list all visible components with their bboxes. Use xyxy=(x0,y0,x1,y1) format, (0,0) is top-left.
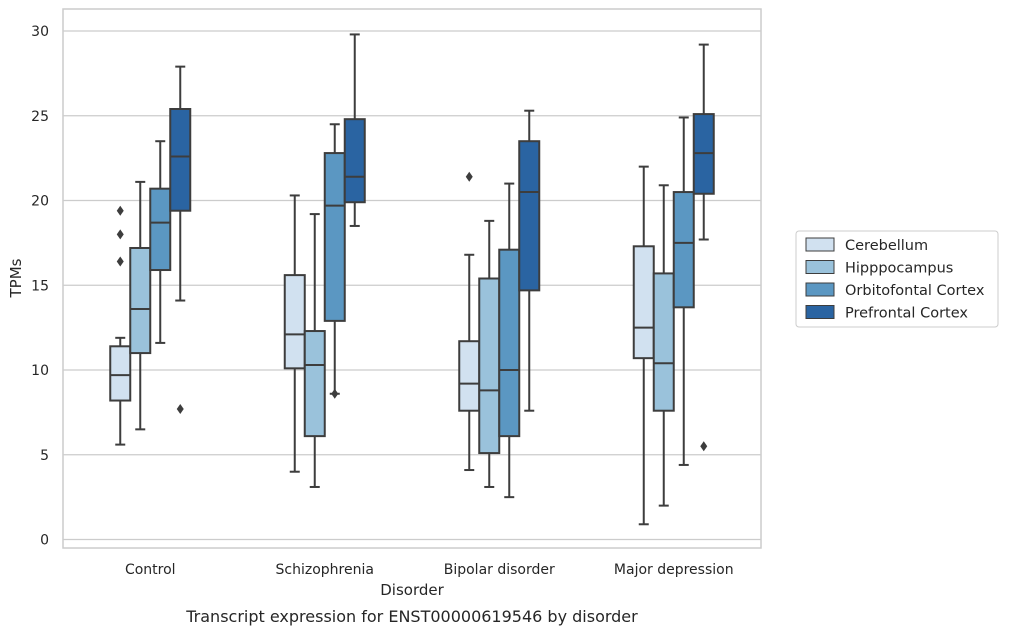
box-hipppocampus xyxy=(129,180,152,431)
y-axis-ticks: 0 5 10 15 20 25 30 xyxy=(31,24,49,548)
x-axis-label: Disorder xyxy=(380,581,444,599)
legend-swatch xyxy=(805,305,835,319)
figure-caption: Transcript expression for ENST0000061954… xyxy=(185,607,638,626)
legend-item: Prefrontal Cortex xyxy=(805,305,968,322)
legend-swatch xyxy=(805,260,835,274)
box-prefrontal-cortex xyxy=(343,33,366,227)
box-iqr xyxy=(652,272,675,412)
outlier-point xyxy=(465,171,473,182)
y-axis-label: TPMs xyxy=(7,258,25,298)
legend-label: Orbitofontal Cortex xyxy=(845,283,985,299)
x-tick-label: Schizophrenia xyxy=(276,562,374,578)
box-iqr xyxy=(283,274,306,370)
plot-frame xyxy=(62,8,762,549)
x-axis-ticks: Control Schizophrenia Bipolar disorder Majo… xyxy=(125,562,734,578)
legend-label: Hipppocampus xyxy=(845,261,953,277)
box-iqr xyxy=(458,340,481,412)
box-iqr xyxy=(672,191,695,309)
box-iqr xyxy=(169,108,192,212)
box-orbitofontal-cortex xyxy=(498,182,521,499)
outlier-point xyxy=(116,229,124,240)
legend-label: Cerebellum xyxy=(845,238,928,254)
box-orbitofontal-cortex xyxy=(149,140,172,344)
box-hipppocampus xyxy=(478,219,501,488)
box-iqr xyxy=(323,152,346,322)
box-iqr xyxy=(498,248,521,438)
boxplot-marks xyxy=(109,33,715,526)
y-tick-label: 10 xyxy=(31,363,49,379)
outlier-point xyxy=(116,205,124,216)
legend-item: Cerebellum xyxy=(805,237,928,254)
legend-label: Prefrontal Cortex xyxy=(845,306,968,322)
box-iqr xyxy=(129,246,152,355)
y-tick-label: 15 xyxy=(31,278,49,294)
box-cerebellum xyxy=(632,165,655,526)
box-cerebellum xyxy=(283,194,306,473)
legend: Cerebellum Hipppocampus Orbitofontal Corte… xyxy=(795,230,999,328)
box-hipppocampus xyxy=(652,184,675,507)
box-iqr xyxy=(632,245,655,360)
box-prefrontal-cortex xyxy=(692,43,715,452)
legend-swatch xyxy=(805,237,835,252)
box-iqr xyxy=(518,140,541,292)
box-orbitofontal-cortex xyxy=(672,116,695,466)
y-tick-label: 0 xyxy=(40,533,49,549)
x-tick-label: Bipolar disorder xyxy=(444,562,555,578)
box-cerebellum xyxy=(458,171,481,472)
box-prefrontal-cortex xyxy=(169,65,192,415)
box-iqr xyxy=(303,330,326,438)
y-tick-label: 25 xyxy=(31,109,49,125)
legend-item: Orbitofontal Cortex xyxy=(805,282,985,299)
outlier-point xyxy=(331,388,339,399)
y-tick-label: 5 xyxy=(40,448,49,464)
outlier-point xyxy=(116,256,124,267)
outlier-point xyxy=(700,441,708,452)
y-tick-label: 20 xyxy=(31,194,49,210)
outlier-point xyxy=(176,404,184,415)
box-iqr xyxy=(109,345,132,402)
legend-item: Hipppocampus xyxy=(805,260,953,277)
box-iqr xyxy=(478,277,501,455)
box-iqr xyxy=(149,187,172,272)
box-prefrontal-cortex xyxy=(518,109,541,412)
y-tick-label: 30 xyxy=(31,24,49,40)
x-tick-label: Major depression xyxy=(614,562,734,578)
box-iqr xyxy=(343,118,366,204)
x-tick-label: Control xyxy=(125,562,176,578)
box-orbitofontal-cortex xyxy=(323,123,346,399)
box-hipppocampus xyxy=(303,213,326,488)
box-cerebellum xyxy=(109,205,132,446)
legend-swatch xyxy=(805,282,835,297)
legend-frame xyxy=(795,230,999,328)
